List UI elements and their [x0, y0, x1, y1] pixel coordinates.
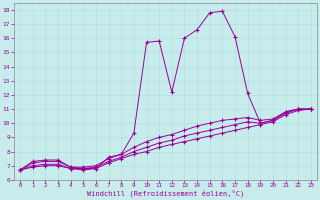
X-axis label: Windchill (Refroidissement éolien,°C): Windchill (Refroidissement éolien,°C): [87, 190, 244, 197]
